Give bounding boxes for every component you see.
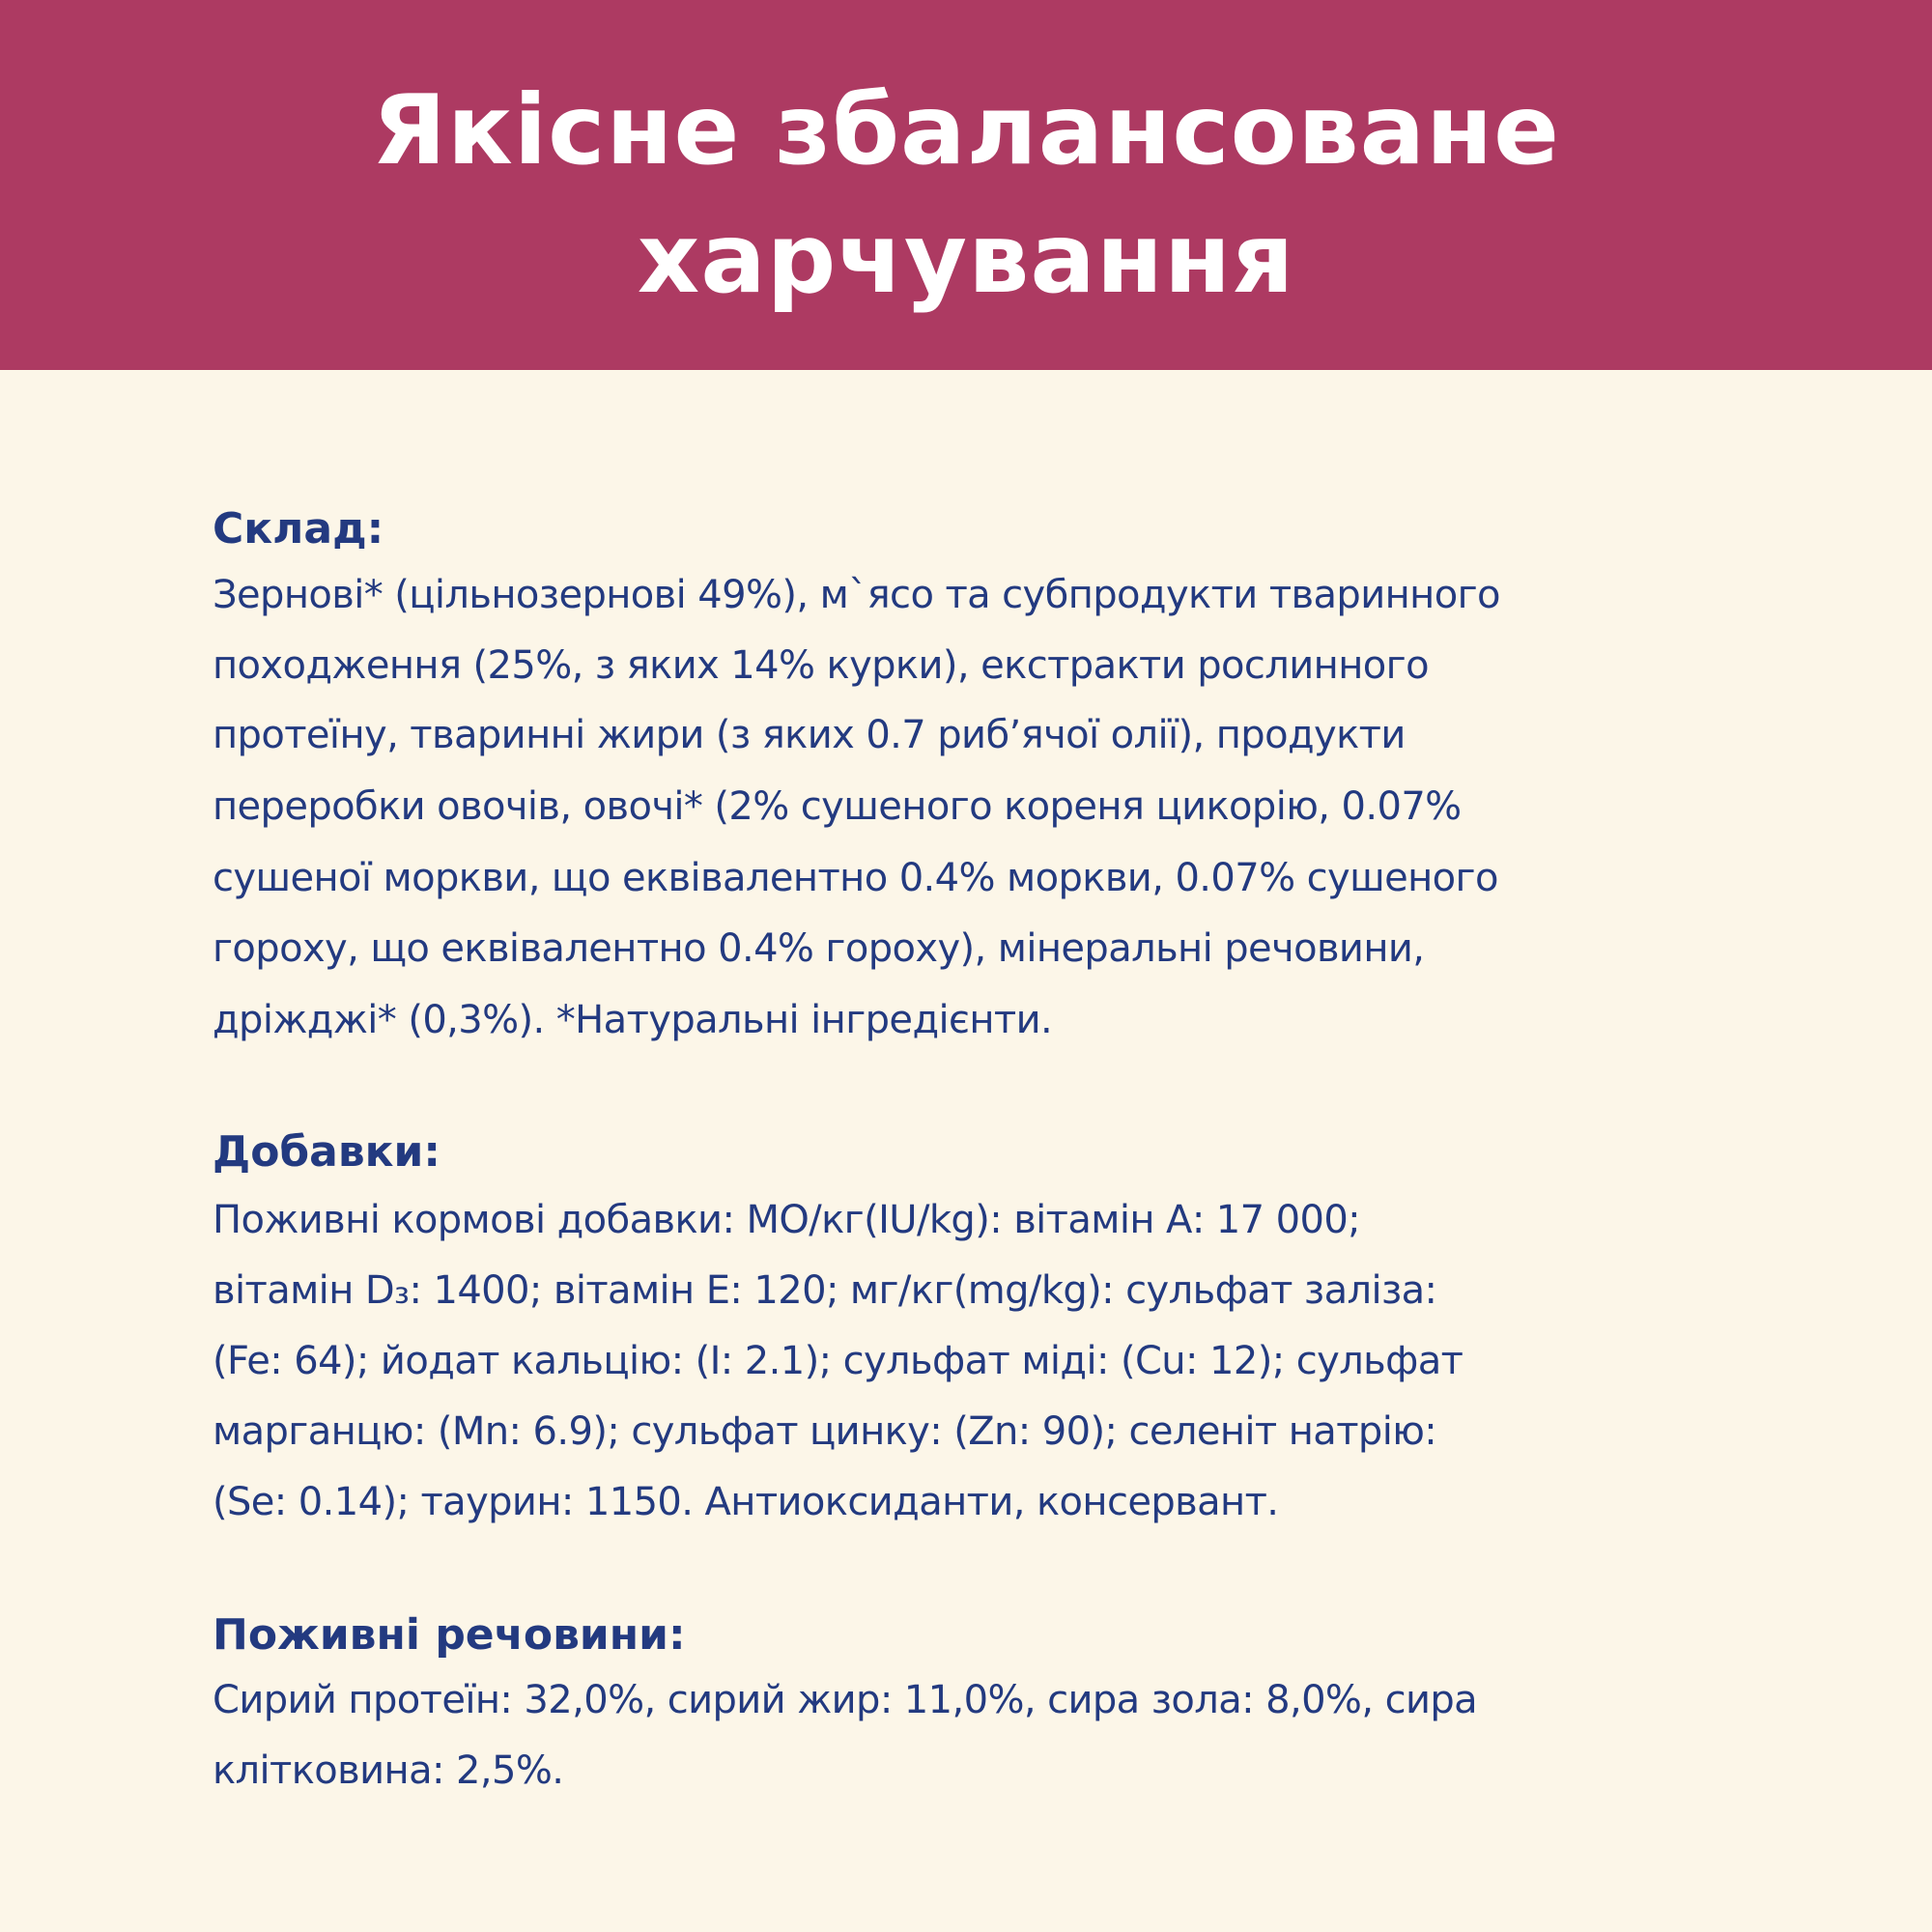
composition-line: дріжджі* (0,3%). *Натуральні інгредієнти… [213, 998, 1053, 1042]
composition-line: протеїну, тваринні жири (з яких 0.7 риб’… [213, 713, 1406, 757]
section-heading-nutrients: Поживні речовини: [213, 1610, 686, 1660]
section-heading-composition: Склад: [213, 504, 384, 554]
page-title-line-2: харчування [637, 202, 1295, 315]
additives-line: (Fe: 64); йодат кальцію: (I: 2.1); сульф… [213, 1339, 1463, 1383]
additives-line: вітамін D₃: 1400; вітамін Е: 120; мг/кг(… [213, 1268, 1437, 1313]
header-banner: Якісне збалансоване харчування [0, 0, 1932, 370]
nutrients-line: клітковина: 2,5%. [213, 1748, 564, 1793]
composition-line: гороху, що еквівалентно 0.4% гороху), мі… [213, 926, 1425, 971]
page-title-line-1: Якісне збалансоване [371, 73, 1561, 186]
nutrients-line: Сирий протеїн: 32,0%, сирий жир: 11,0%, … [213, 1678, 1478, 1722]
section-heading-additives: Добавки: [213, 1127, 440, 1177]
additives-line: (Se: 0.14); таурин: 1150. Антиоксиданти,… [213, 1480, 1279, 1524]
additives-line: Поживні кормові добавки: МО/кг(IU/kg): в… [213, 1198, 1361, 1242]
composition-line: походження (25%, з яких 14% курки), екст… [213, 643, 1430, 688]
composition-line: переробки овочів, овочі* (2% сушеного ко… [213, 784, 1462, 829]
composition-line: Зернові* (цільнозернові 49%), м`ясо та с… [213, 573, 1500, 617]
composition-line: сушеної моркви, що еквівалентно 0.4% мор… [213, 856, 1498, 900]
additives-line: марганцю: (Mn: 6.9); сульфат цинку: (Zn:… [213, 1409, 1437, 1454]
